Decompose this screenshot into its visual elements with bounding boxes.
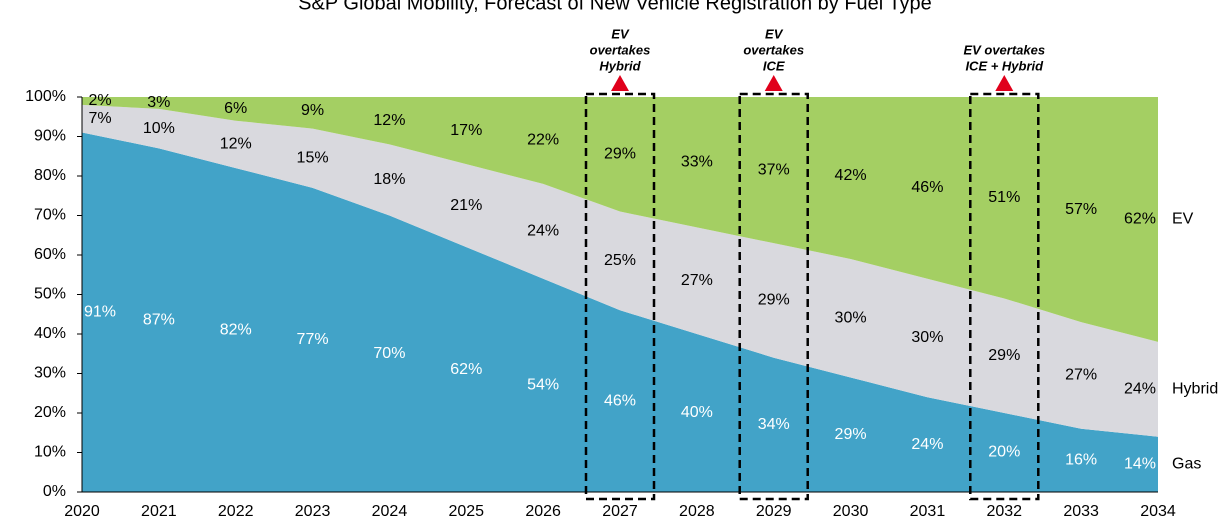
x-tick-label: 2033: [1063, 503, 1099, 520]
data-label: 10%: [143, 120, 175, 137]
data-label: 30%: [835, 309, 867, 326]
data-label: 29%: [758, 292, 790, 309]
data-label: 24%: [911, 436, 943, 453]
x-tick-label: 2034: [1140, 503, 1176, 520]
annotation: EV: [611, 26, 630, 41]
x-tick-label: 2025: [448, 503, 484, 520]
data-label: 6%: [224, 100, 247, 117]
x-tick-label: 2029: [756, 503, 792, 520]
x-tick-label: 2022: [218, 503, 254, 520]
highlight-box: [969, 92, 1040, 501]
data-label: 7%: [88, 110, 111, 127]
x-tick-label: 2024: [372, 503, 408, 520]
x-tick-label: 2030: [833, 503, 869, 520]
highlight-box: [584, 92, 656, 501]
y-tick-label: 50%: [34, 286, 66, 303]
x-tick-label: 2031: [910, 503, 946, 520]
annotation: ICE + Hybrid: [965, 58, 1044, 73]
areas: [82, 97, 1158, 492]
x-tick-label: 2020: [64, 503, 100, 520]
data-label: 46%: [604, 392, 636, 409]
x-tick-label: 2027: [602, 503, 638, 520]
y-tick-label: 80%: [34, 167, 66, 184]
x-tick-label: 2028: [679, 503, 715, 520]
data-label: 42%: [835, 167, 867, 184]
data-label: 29%: [835, 426, 867, 443]
data-label: 12%: [220, 136, 252, 153]
y-tick-label: 30%: [34, 365, 66, 382]
data-label: 9%: [301, 102, 324, 119]
data-label: 16%: [1065, 452, 1097, 469]
y-tick-label: 20%: [34, 404, 66, 421]
series-label: EV: [1172, 211, 1194, 228]
y-tick-label: 10%: [34, 444, 66, 461]
x-tick-label: 2021: [141, 503, 177, 520]
data-label: 21%: [450, 197, 482, 214]
data-label: 15%: [297, 149, 329, 166]
series-label: Gas: [1172, 456, 1201, 473]
annotation: ICE: [763, 58, 785, 73]
x-tick-label: 2026: [525, 503, 561, 520]
data-label: 2%: [88, 92, 111, 109]
data-label: 62%: [450, 361, 482, 378]
data-label: 27%: [681, 272, 713, 289]
data-label: 34%: [758, 416, 790, 433]
data-label: 51%: [988, 189, 1020, 206]
data-label: 14%: [1124, 456, 1156, 473]
area: [82, 97, 1158, 342]
annotation: Hybrid: [599, 58, 641, 73]
annotation: overtakes: [743, 42, 804, 57]
data-label: 20%: [988, 444, 1020, 461]
data-label: 25%: [604, 252, 636, 269]
data-label: 30%: [911, 329, 943, 346]
y-tick-label: 60%: [34, 246, 66, 263]
data-label: 70%: [373, 345, 405, 362]
y-tick-label: 0%: [43, 483, 66, 500]
data-label: 27%: [1065, 367, 1097, 384]
annotation: EV overtakes: [963, 42, 1045, 57]
data-label: 29%: [988, 347, 1020, 364]
data-label: 91%: [84, 303, 116, 320]
data-label: 87%: [143, 311, 175, 328]
data-label: 18%: [373, 171, 405, 188]
data-label: 22%: [527, 132, 559, 149]
data-label: 46%: [911, 179, 943, 196]
chart-title: S&P Global Mobility, Forecast of New Veh…: [298, 0, 932, 14]
data-label: 17%: [450, 122, 482, 139]
data-label: 57%: [1065, 201, 1097, 218]
marker-triangle: [764, 75, 783, 91]
data-label: 3%: [147, 94, 170, 111]
x-tick-label: 2023: [295, 503, 331, 520]
data-label: 82%: [220, 321, 252, 338]
data-label: 24%: [1124, 381, 1156, 398]
marker-triangle: [995, 75, 1014, 91]
area: [82, 132, 1158, 492]
highlight-box: [738, 92, 809, 501]
y-tick-label: 40%: [34, 325, 66, 342]
annotation: EV: [765, 26, 784, 41]
y-tick-label: 70%: [34, 207, 66, 224]
data-label: 77%: [297, 331, 329, 348]
data-label: 40%: [681, 404, 713, 421]
y-tick-label: 100%: [25, 88, 66, 105]
data-label: 54%: [527, 377, 559, 394]
data-label: 29%: [604, 145, 636, 162]
y-tick-label: 90%: [34, 128, 66, 145]
data-label: 62%: [1124, 211, 1156, 228]
annotation: overtakes: [590, 42, 651, 57]
data-label: 33%: [681, 153, 713, 170]
area: [82, 104, 1158, 437]
series-label: Hybrid: [1172, 381, 1218, 398]
data-label: 37%: [758, 161, 790, 178]
data-label: 24%: [527, 223, 559, 240]
marker-triangle: [611, 75, 629, 91]
x-tick-label: 2032: [986, 503, 1022, 520]
data-label: 12%: [373, 112, 405, 129]
